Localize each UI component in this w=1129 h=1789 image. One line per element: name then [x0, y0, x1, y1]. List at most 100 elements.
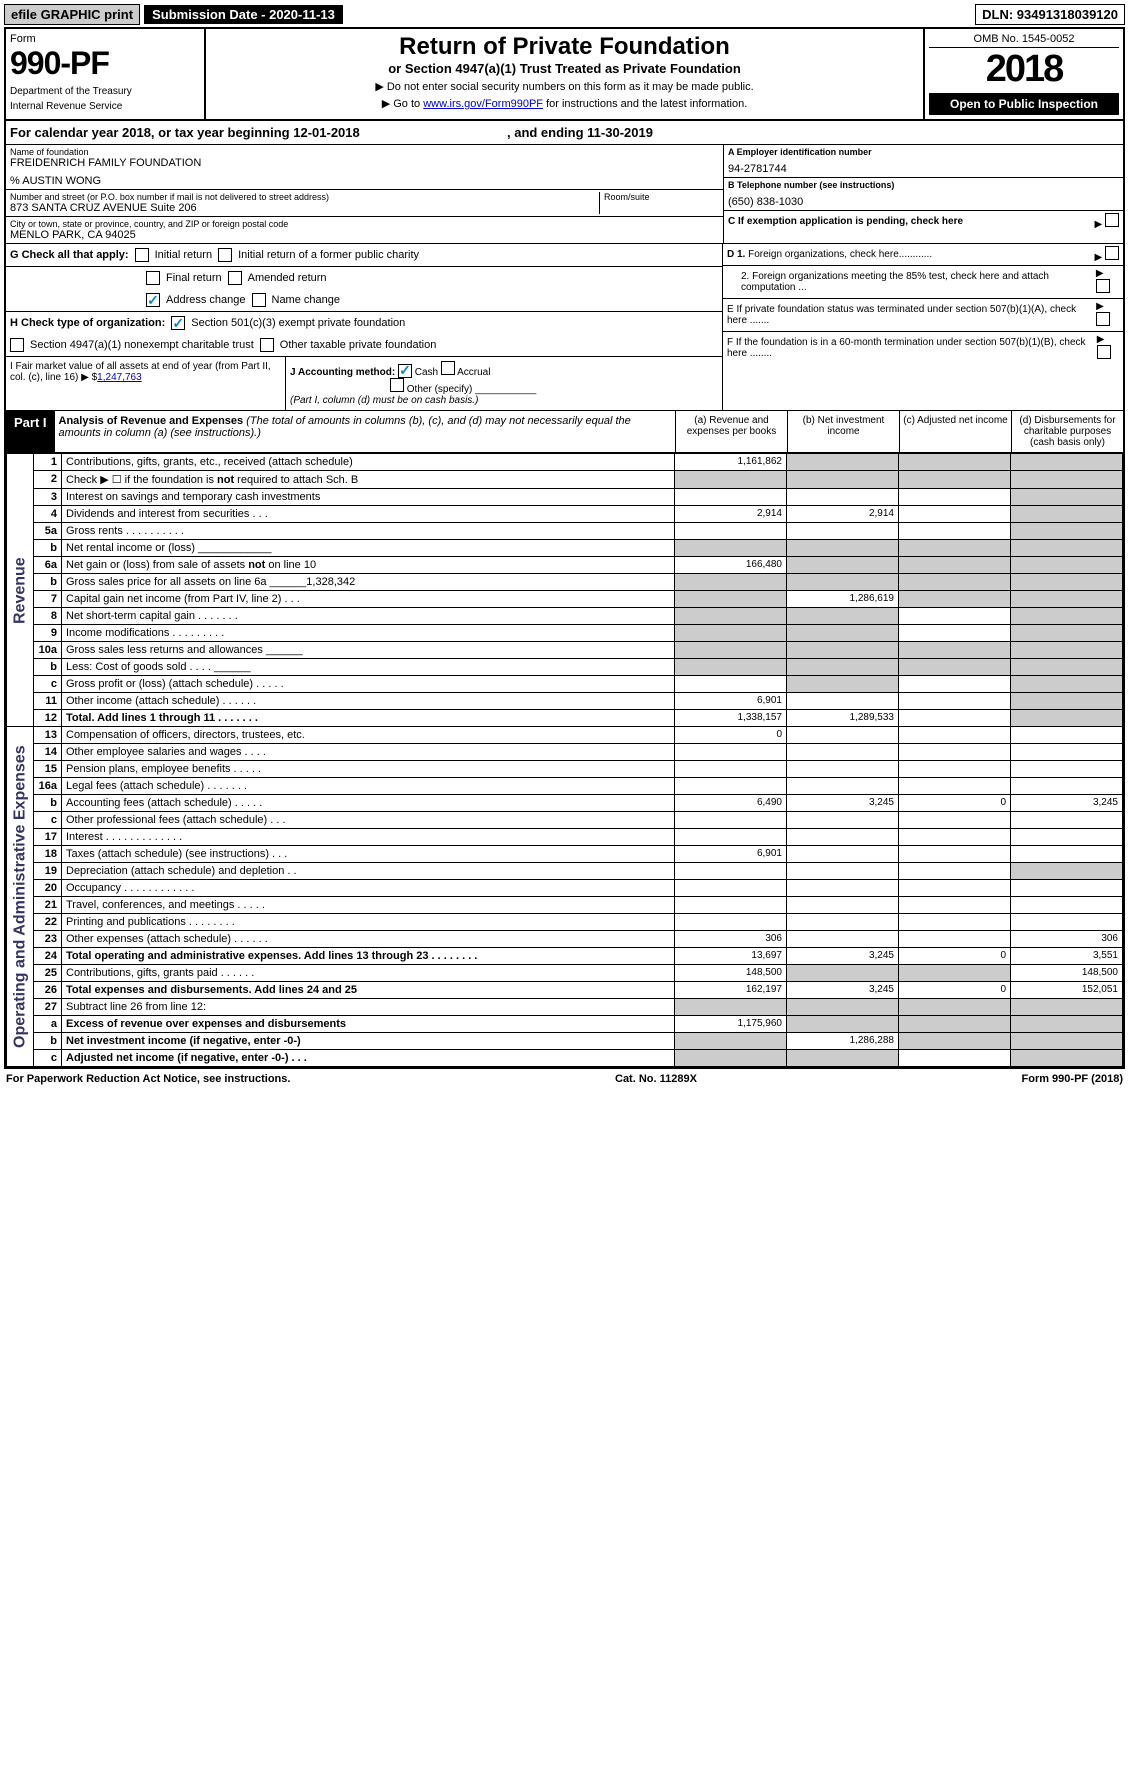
- cell-col-d: [1011, 897, 1123, 914]
- d2-checkbox[interactable]: [1096, 279, 1110, 293]
- f-checkbox[interactable]: [1097, 345, 1111, 359]
- phone-value: (650) 838-1030: [728, 196, 1119, 208]
- tax-year: 2018: [929, 48, 1119, 91]
- row-number: 9: [34, 625, 62, 642]
- info-left: Name of foundation FREIDENRICH FAMILY FO…: [6, 145, 723, 243]
- cell-col-a: [675, 591, 787, 608]
- cell-col-b: 3,245: [787, 795, 899, 812]
- cell-col-a: [675, 523, 787, 540]
- 501c3-checkbox[interactable]: [171, 316, 185, 330]
- row-description: Compensation of officers, directors, tru…: [62, 727, 675, 744]
- cell-col-a: [675, 778, 787, 795]
- cell-col-c: [899, 489, 1011, 506]
- cell-col-a: 148,500: [675, 965, 787, 982]
- c-checkbox[interactable]: [1105, 213, 1119, 227]
- form-subtitle: or Section 4947(a)(1) Trust Treated as P…: [210, 61, 919, 76]
- efile-print-button[interactable]: efile GRAPHIC print: [4, 4, 140, 25]
- cell-col-b: 3,245: [787, 948, 899, 965]
- row-number: 17: [34, 829, 62, 846]
- cell-col-a: 6,901: [675, 693, 787, 710]
- amended-return-checkbox[interactable]: [228, 271, 242, 285]
- row-description: Check ▶ ☐ if the foundation is not requi…: [62, 471, 675, 489]
- c-label: C If exemption application is pending, c…: [728, 216, 963, 227]
- instr2-pre: ▶ Go to: [382, 98, 423, 110]
- cell-col-c: 0: [899, 795, 1011, 812]
- analysis-table: Revenue1Contributions, gifts, grants, et…: [6, 453, 1123, 1067]
- row-description: Net short-term capital gain . . . . . . …: [62, 608, 675, 625]
- cell-col-a: 306: [675, 931, 787, 948]
- d1-cell: D 1. Foreign organizations, check here..…: [723, 244, 1123, 266]
- omb-number: OMB No. 1545-0052: [929, 33, 1119, 48]
- cell-col-a: [675, 761, 787, 778]
- row-number: 23: [34, 931, 62, 948]
- cell-col-a: 1,338,157: [675, 710, 787, 727]
- footer-right: Form 990-PF (2018): [1022, 1073, 1123, 1085]
- other-taxable-checkbox[interactable]: [260, 338, 274, 352]
- cell-col-c: [899, 1050, 1011, 1067]
- row-description: Interest on savings and temporary cash i…: [62, 489, 675, 506]
- initial-return-checkbox[interactable]: [135, 248, 149, 262]
- part1-header-row: Part I Analysis of Revenue and Expenses …: [6, 411, 1123, 453]
- cell-col-b: [787, 540, 899, 557]
- phone-cell: B Telephone number (see instructions) (6…: [724, 178, 1123, 211]
- cell-col-b: [787, 744, 899, 761]
- table-row: 8Net short-term capital gain . . . . . .…: [7, 608, 1123, 625]
- cash-checkbox[interactable]: [398, 364, 412, 378]
- form-label: Form: [10, 33, 200, 45]
- info-right: A Employer identification number 94-2781…: [723, 145, 1123, 243]
- other-method-checkbox[interactable]: [390, 378, 404, 392]
- cell-col-a: [675, 897, 787, 914]
- table-row: 11Other income (attach schedule) . . . .…: [7, 693, 1123, 710]
- table-row: Revenue1Contributions, gifts, grants, et…: [7, 454, 1123, 471]
- final-return-checkbox[interactable]: [146, 271, 160, 285]
- name-change-checkbox[interactable]: [252, 293, 266, 307]
- table-row: 5aGross rents . . . . . . . . . .: [7, 523, 1123, 540]
- table-row: bGross sales price for all assets on lin…: [7, 574, 1123, 591]
- d1-checkbox[interactable]: [1105, 246, 1119, 260]
- cell-col-c: [899, 506, 1011, 523]
- other-taxable-label: Other taxable private foundation: [280, 339, 437, 351]
- row-description: Pension plans, employee benefits . . . .…: [62, 761, 675, 778]
- cell-col-a: [675, 880, 787, 897]
- row-number: 11: [34, 693, 62, 710]
- accrual-checkbox[interactable]: [441, 361, 455, 375]
- table-row: 4Dividends and interest from securities …: [7, 506, 1123, 523]
- form-container: Form 990-PF Department of the Treasury I…: [4, 27, 1125, 1069]
- cell-col-d: 152,051: [1011, 982, 1123, 999]
- cell-col-a: [675, 1033, 787, 1050]
- table-row: 7Capital gain net income (from Part IV, …: [7, 591, 1123, 608]
- d2-cell: 2. Foreign organizations meeting the 85%…: [723, 266, 1123, 299]
- g-h-left: G Check all that apply: Initial return I…: [6, 244, 723, 410]
- g-row: G Check all that apply: Initial return I…: [6, 244, 722, 267]
- table-row: 27Subtract line 26 from line 12:: [7, 999, 1123, 1016]
- cell-col-b: [787, 1050, 899, 1067]
- initial-former-checkbox[interactable]: [218, 248, 232, 262]
- cell-col-d: [1011, 523, 1123, 540]
- table-row: bNet rental income or (loss) ___________…: [7, 540, 1123, 557]
- cell-col-c: [899, 761, 1011, 778]
- address-change-checkbox[interactable]: [146, 293, 160, 307]
- cal-year-mid: , and ending: [507, 125, 587, 140]
- cell-col-c: [899, 591, 1011, 608]
- row-number: 3: [34, 489, 62, 506]
- part1-title: Analysis of Revenue and Expenses: [59, 415, 244, 427]
- 4947-checkbox[interactable]: [10, 338, 24, 352]
- initial-return-label: Initial return: [155, 249, 212, 261]
- cell-col-d: [1011, 591, 1123, 608]
- i-value[interactable]: 1,247,763: [97, 372, 142, 383]
- table-row: 23Other expenses (attach schedule) . . .…: [7, 931, 1123, 948]
- irs-link[interactable]: www.irs.gov/Form990PF: [423, 98, 543, 110]
- e-checkbox[interactable]: [1096, 312, 1110, 326]
- cell-col-b: [787, 897, 899, 914]
- row-description: Printing and publications . . . . . . . …: [62, 914, 675, 931]
- room-label: Room/suite: [604, 192, 719, 202]
- cell-col-b: [787, 557, 899, 574]
- row-number: b: [34, 659, 62, 676]
- row-number: 6a: [34, 557, 62, 574]
- table-row: aExcess of revenue over expenses and dis…: [7, 1016, 1123, 1033]
- row-description: Gross sales less returns and allowances …: [62, 642, 675, 659]
- cell-col-a: 6,490: [675, 795, 787, 812]
- table-row: 10aGross sales less returns and allowanc…: [7, 642, 1123, 659]
- h-row: H Check type of organization: Section 50…: [6, 312, 722, 334]
- cell-col-c: [899, 931, 1011, 948]
